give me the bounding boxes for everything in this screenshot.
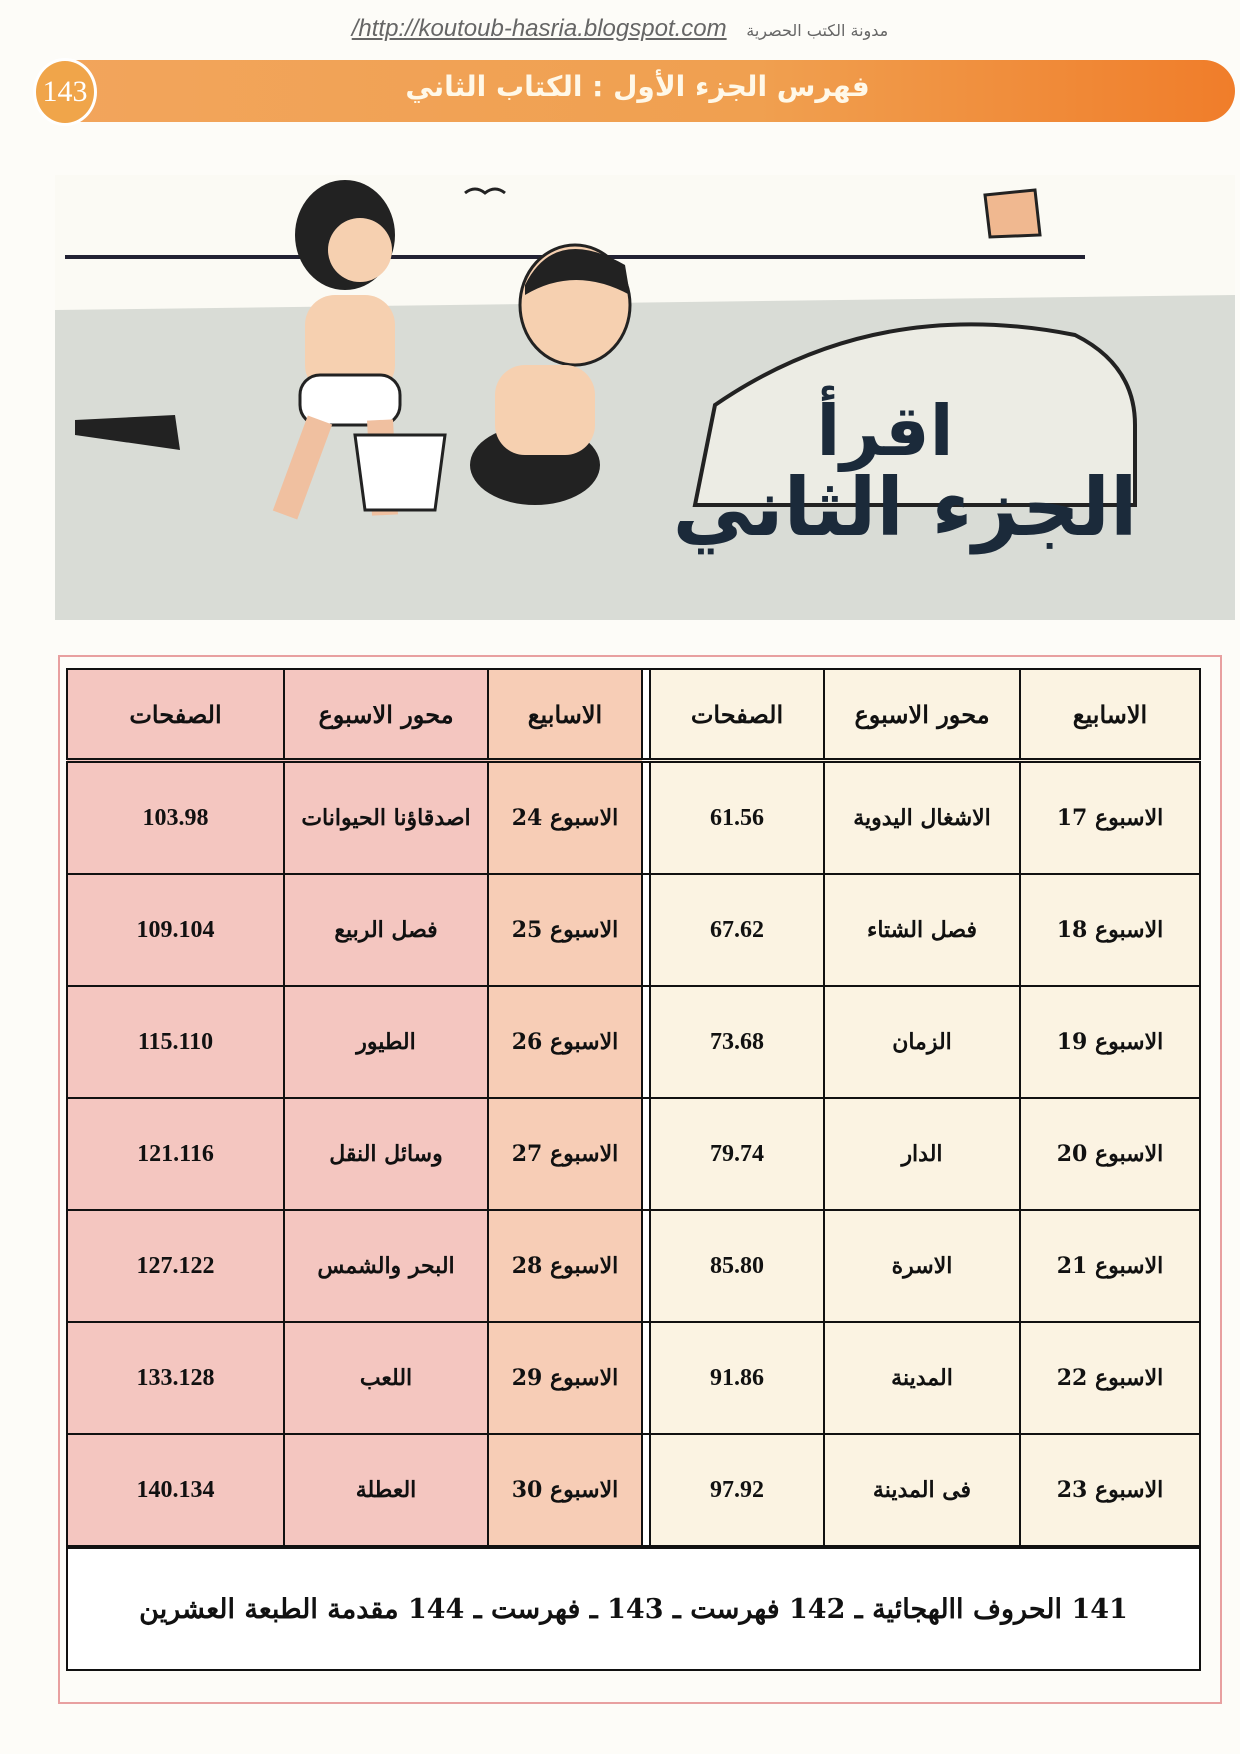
week-cell: الاسبوع 26 [487,985,643,1099]
column-separator [641,1433,651,1548]
table-row: الاسبوع 21 الاسرة 85.80 الاسبوع 28 البحر وال… [66,1209,1201,1323]
week-cell: الاسبوع 20 [1019,1097,1201,1211]
column-separator [641,668,651,763]
col-header-theme: محور الاسبوع [283,668,489,763]
col-header-weeks: الاسابيع [1019,668,1201,763]
table-row: الاسبوع 18 فصل الشتاء 67.62 الاسبوع 25 فصل ا… [66,873,1201,987]
column-separator [641,1321,651,1435]
column-separator [641,1209,651,1323]
illustration-lettering: اقرأ الجزء الثاني [673,385,1138,555]
col-header-pages: الصفحات [649,668,825,763]
column-separator [641,759,651,875]
boy-figure [470,243,632,505]
theme-cell: الطيور [283,985,489,1099]
pages-cell: 91.86 [649,1321,825,1435]
col-header-theme: محور الاسبوع [823,668,1021,763]
blog-url-line: /http://koutoub-hasria.blogspot.com مدون… [0,14,1240,43]
page-title: فهرس الجزء الأول : الكتاب الثاني [405,70,870,103]
svg-text:اقرأ: اقرأ [816,385,953,472]
col-header-weeks: الاسابيع [487,668,643,763]
table-row: الاسبوع 17 الاشغال اليدوية 61.56 الاسبوع 24… [66,759,1201,875]
week-cell: الاسبوع 28 [487,1209,643,1323]
footer-pages-note: 141 الحروف االهجائية ـ 142 فهرست ـ 143 ـ… [66,1545,1201,1671]
theme-cell: الاشغال اليدوية [823,759,1021,875]
table-header-row: الاسابيع محور الاسبوع الصفحات الاسابيع م… [66,668,1201,763]
column-separator [641,1097,651,1211]
theme-cell: العطلة [283,1433,489,1548]
pages-cell: 79.74 [649,1097,825,1211]
theme-cell: الدار [823,1097,1021,1211]
pages-cell: 140.134 [66,1433,285,1548]
pages-cell: 109.104 [66,873,285,987]
bucket-icon [353,433,447,512]
sailboat-icon [983,188,1042,239]
table-row: الاسبوع 20 الدار 79.74 الاسبوع 27 وسائل النق… [66,1097,1201,1211]
svg-text:الجزء الثاني: الجزء الثاني [673,461,1138,555]
theme-cell: اللعب [283,1321,489,1435]
pages-cell: 103.98 [66,759,285,875]
pages-cell: 73.68 [649,985,825,1099]
pages-cell: 85.80 [649,1209,825,1323]
column-separator [641,873,651,987]
blog-url-link[interactable]: /http://koutoub-hasria.blogspot.com [351,15,727,42]
week-cell: الاسبوع 19 [1019,985,1201,1099]
theme-cell: البحر والشمس [283,1209,489,1323]
week-cell: الاسبوع 27 [487,1097,643,1211]
pages-cell: 67.62 [649,873,825,987]
week-cell: الاسبوع 30 [487,1433,643,1548]
pages-cell: 121.116 [66,1097,285,1211]
pages-cell: 133.128 [66,1321,285,1435]
week-cell: الاسبوع 22 [1019,1321,1201,1435]
bird-icon [464,187,506,195]
beach-illustration: اقرأ الجزء الثاني [55,175,1235,620]
table-row: الاسبوع 19 الزمان 73.68 الاسبوع 26 الطيور 115… [66,985,1201,1099]
pages-cell: 127.122 [66,1209,285,1323]
table-row: الاسبوع 23 فى المدينة 97.92 الاسبوع 30 العطل… [66,1433,1201,1548]
pages-cell: 97.92 [649,1433,825,1548]
boat-icon [75,415,180,450]
theme-cell: وسائل النقل [283,1097,489,1211]
week-cell: الاسبوع 23 [1019,1433,1201,1548]
theme-cell: اصدقاؤنا الحيوانات [283,759,489,875]
week-cell: الاسبوع 29 [487,1321,643,1435]
table-row: الاسبوع 22 المدينة 91.86 الاسبوع 29 اللعب 133… [66,1321,1201,1435]
blog-name: مدونة الكتب الحصرية [746,21,889,40]
page-number-badge: 143 [33,58,97,126]
week-cell: الاسبوع 25 [487,873,643,987]
week-cell: الاسبوع 17 [1019,759,1201,875]
theme-cell: فى المدينة [823,1433,1021,1548]
title-banner: فهرس الجزء الأول : الكتاب الثاني [40,60,1235,122]
pages-cell: 115.110 [66,985,285,1099]
column-separator [641,985,651,1099]
col-header-pages: الصفحات [66,668,285,763]
theme-cell: الاسرة [823,1209,1021,1323]
sand-mound [692,322,1137,507]
theme-cell: فصل الربيع [283,873,489,987]
week-cell: الاسبوع 18 [1019,873,1201,987]
theme-cell: الزمان [823,985,1021,1099]
table-frame [58,655,1222,1704]
table-footer-row: 141 الحروف االهجائية ـ 142 فهرست ـ 143 ـ… [66,1545,1201,1671]
theme-cell: فصل الشتاء [823,873,1021,987]
theme-cell: المدينة [823,1321,1021,1435]
week-cell: الاسبوع 21 [1019,1209,1201,1323]
week-cell: الاسبوع 24 [487,759,643,875]
index-table: الاسابيع محور الاسبوع الصفحات الاسابيع م… [66,668,1201,1671]
pages-cell: 61.56 [649,759,825,875]
